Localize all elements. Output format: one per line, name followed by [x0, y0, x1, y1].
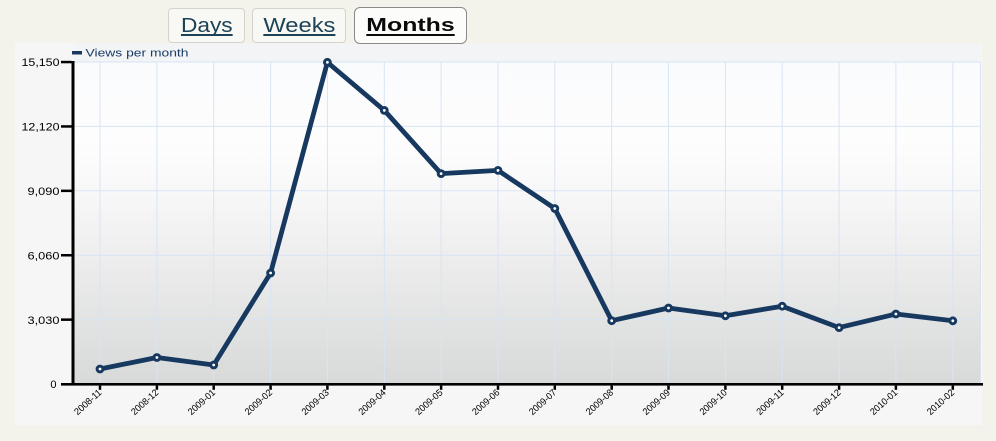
- svg-text:Views per month: Views per month: [86, 48, 189, 60]
- svg-text:6,060: 6,060: [28, 250, 60, 262]
- svg-text:9,090: 9,090: [28, 186, 60, 198]
- svg-text:3,030: 3,030: [28, 315, 60, 327]
- svg-text:15,150: 15,150: [22, 57, 60, 69]
- svg-text:12,120: 12,120: [22, 122, 60, 134]
- svg-text:0: 0: [50, 379, 56, 391]
